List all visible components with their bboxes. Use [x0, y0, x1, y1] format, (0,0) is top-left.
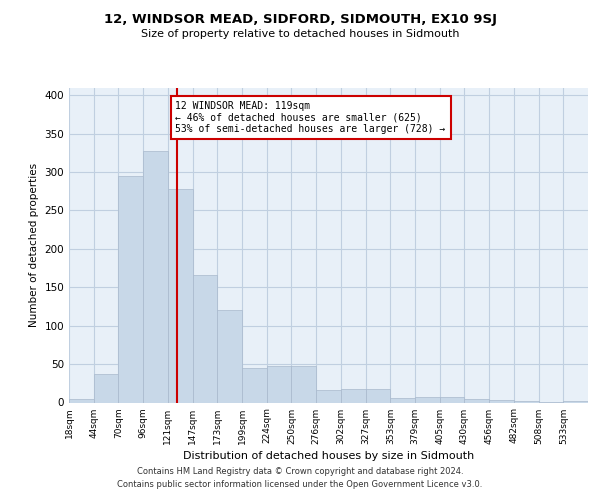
Bar	[415, 397, 440, 402]
Bar	[563, 401, 588, 402]
Bar	[267, 366, 292, 402]
Text: 12, WINDSOR MEAD, SIDFORD, SIDMOUTH, EX10 9SJ: 12, WINDSOR MEAD, SIDFORD, SIDMOUTH, EX1…	[104, 12, 497, 26]
Bar	[365, 388, 390, 402]
Bar	[118, 176, 143, 402]
Bar	[193, 275, 217, 402]
Bar	[316, 390, 341, 402]
Bar	[464, 400, 489, 402]
Bar	[292, 366, 316, 403]
Text: Size of property relative to detached houses in Sidmouth: Size of property relative to detached ho…	[141, 29, 459, 39]
Bar	[489, 400, 514, 402]
Bar	[217, 310, 242, 402]
Text: Contains HM Land Registry data © Crown copyright and database right 2024.: Contains HM Land Registry data © Crown c…	[137, 467, 463, 476]
Bar	[168, 189, 193, 402]
Bar	[514, 401, 539, 402]
Bar	[69, 400, 94, 402]
Bar	[94, 374, 118, 402]
Bar	[143, 152, 168, 402]
Bar	[341, 388, 365, 402]
X-axis label: Distribution of detached houses by size in Sidmouth: Distribution of detached houses by size …	[183, 450, 474, 460]
Text: Contains public sector information licensed under the Open Government Licence v3: Contains public sector information licen…	[118, 480, 482, 489]
Bar	[390, 398, 415, 402]
Bar	[440, 397, 464, 402]
Text: 12 WINDSOR MEAD: 119sqm
← 46% of detached houses are smaller (625)
53% of semi-d: 12 WINDSOR MEAD: 119sqm ← 46% of detache…	[175, 100, 446, 134]
Bar	[242, 368, 267, 402]
Y-axis label: Number of detached properties: Number of detached properties	[29, 163, 39, 327]
